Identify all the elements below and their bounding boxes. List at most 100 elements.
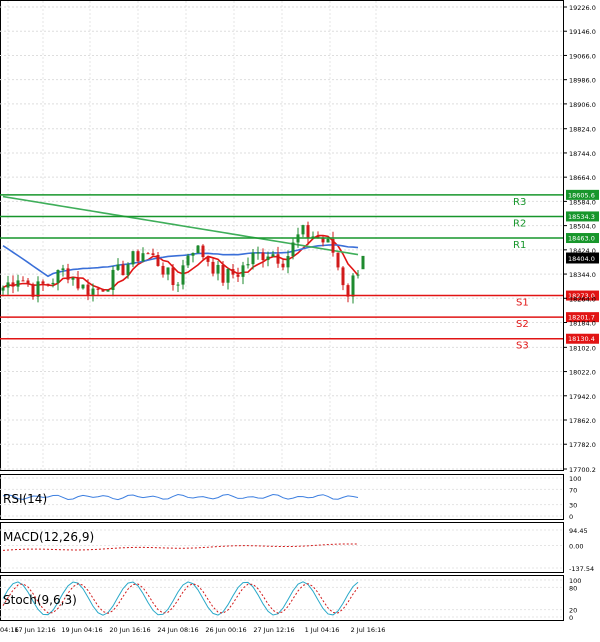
candle-body xyxy=(361,255,365,270)
level-tag-s2 xyxy=(566,312,599,323)
candle-body xyxy=(321,237,325,243)
candle-body xyxy=(171,267,175,286)
time-label: 19 Jun 04:16 xyxy=(61,626,102,634)
candle-body xyxy=(6,282,10,288)
macd-pane xyxy=(0,522,564,573)
candle-body xyxy=(206,257,210,262)
candle-body xyxy=(241,265,245,277)
stoch-tick-label: 0 xyxy=(569,614,573,622)
candle-body xyxy=(341,267,345,286)
candle-body xyxy=(236,274,240,277)
price-tick-label: 18824.0 xyxy=(569,126,596,134)
candle-body xyxy=(141,253,145,262)
macd-tick-label: 0.00 xyxy=(569,542,583,550)
level-name-r1: R1 xyxy=(513,240,526,251)
price-tick-label: 18744.0 xyxy=(569,150,596,158)
candle-body xyxy=(11,282,15,287)
level-name-r3: R3 xyxy=(513,197,526,208)
candle-body xyxy=(196,245,200,253)
candle-body xyxy=(46,283,50,285)
level-value-r2: 18534.3 xyxy=(568,213,595,221)
candle-body xyxy=(331,239,335,253)
rsi-tick-label: 70 xyxy=(569,486,577,494)
candle-body xyxy=(356,274,360,276)
macd-title: MACD(12,26,9) xyxy=(3,530,94,544)
price-tick-label: 18424.0 xyxy=(569,247,596,255)
candle-body xyxy=(56,269,60,283)
candle-body xyxy=(96,288,100,290)
level-value-s2: 18201.7 xyxy=(568,314,595,322)
level-tag-r3 xyxy=(566,189,599,200)
price-tick-label: 17782.0 xyxy=(569,441,596,449)
candle-body xyxy=(266,256,270,261)
candle-body xyxy=(211,261,215,274)
moving-averages xyxy=(2,195,359,291)
stoch-k-line xyxy=(2,581,359,616)
price-tick-label: 18906.0 xyxy=(569,101,596,109)
candle-body xyxy=(221,264,225,283)
candle-body xyxy=(316,236,320,238)
candle-body xyxy=(281,263,285,268)
price-tick-label: 18584.0 xyxy=(569,198,596,206)
stoch-d-line xyxy=(2,583,359,614)
candle-body xyxy=(76,277,80,289)
price-tick-label: 17700.2 xyxy=(569,466,596,474)
candle-body xyxy=(311,236,315,238)
candle-body xyxy=(26,280,30,285)
pivot-levels: R3 18605.6 R2 18534.3 R1 18463.0 S1 18273.0 S2 18… xyxy=(0,189,599,352)
time-label: 20 Jun 16:16 xyxy=(109,626,150,634)
candle-body xyxy=(131,251,135,265)
time-label: 17 Jun 12:16 xyxy=(14,626,55,634)
level-value-s3: 18130.4 xyxy=(568,335,595,343)
macd-signal-line xyxy=(2,543,359,551)
macd-tick-label: 94.45 xyxy=(569,527,588,535)
candle-body xyxy=(306,225,310,238)
candle-body xyxy=(346,285,350,297)
candle-body xyxy=(151,253,155,255)
candle-body xyxy=(191,252,195,256)
candle-body xyxy=(201,245,205,258)
stoch-tick-label: 100 xyxy=(569,577,581,585)
rsi-line xyxy=(2,493,359,501)
price-tick-label: 18022.0 xyxy=(569,369,596,377)
grid-lines xyxy=(0,1,563,470)
candle-body xyxy=(216,264,220,274)
candle-body xyxy=(176,284,180,286)
candle-body xyxy=(166,267,170,275)
level-value-s1: 18273.0 xyxy=(568,292,595,300)
candle-body xyxy=(36,281,40,297)
rsi-title: RSI(14) xyxy=(3,492,47,506)
rsi-tick-label: 30 xyxy=(569,502,577,510)
candle-body xyxy=(66,268,70,280)
level-name-r2: R2 xyxy=(513,218,526,229)
candle-body xyxy=(61,268,65,270)
price-tick-label: 18184.0 xyxy=(569,320,596,328)
price-tick-label: 19146.0 xyxy=(569,28,596,36)
candle-body xyxy=(326,239,330,243)
price-tick-label: 17862.0 xyxy=(569,417,596,425)
candle-body xyxy=(156,254,160,266)
ma-fast-line xyxy=(2,234,359,291)
price-tick-label: 18102.0 xyxy=(569,344,596,352)
current-price-label: 18404.0 xyxy=(568,255,595,263)
level-tag-r1 xyxy=(566,233,599,244)
candle-body xyxy=(1,287,5,291)
candle-body xyxy=(71,277,75,280)
ma-slow-line xyxy=(2,195,359,256)
level-value-r3: 18605.6 xyxy=(568,191,595,199)
time-label: 26 Jun 00:16 xyxy=(205,626,246,634)
price-tick-label: 18986.0 xyxy=(569,77,596,85)
ma-mid-line xyxy=(2,244,359,278)
price-axis: 19226.0 19146.0 19066.0 18986.0 18906.0 18824… xyxy=(563,4,596,474)
rsi-tick-label: 0 xyxy=(569,513,573,521)
level-value-r1: 18463.0 xyxy=(568,235,595,243)
candle-body xyxy=(351,275,355,297)
candle-body xyxy=(276,254,280,264)
price-tick-label: 19226.0 xyxy=(569,4,596,12)
price-tick-label: 18264.0 xyxy=(569,295,596,303)
price-tick-label: 17942.0 xyxy=(569,393,596,401)
